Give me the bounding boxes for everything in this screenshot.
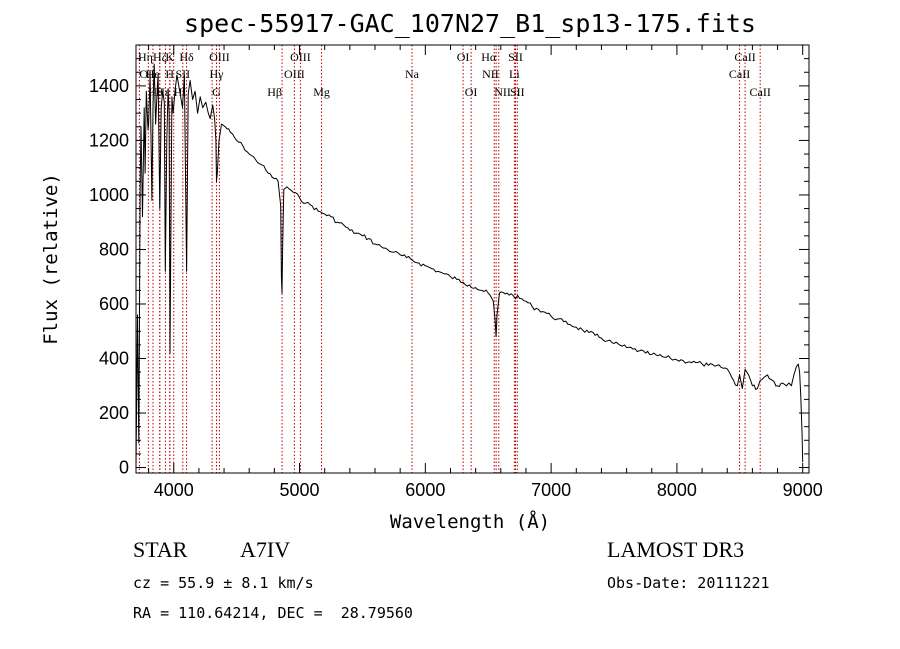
spectral-line-label: He bbox=[146, 67, 160, 81]
x-tick-label: 4000 bbox=[154, 480, 194, 500]
plot-frame bbox=[135, 44, 810, 474]
spectral-line-markers bbox=[138, 45, 761, 473]
spectral-line-label: CaII bbox=[729, 67, 750, 81]
spectral-line-label: Hη bbox=[138, 50, 153, 64]
spectral-line-label: Hθ bbox=[148, 85, 163, 99]
x-tick-label: 9000 bbox=[783, 480, 823, 500]
spectral-line-label: NII bbox=[494, 85, 511, 99]
spectral-line-label: G bbox=[212, 85, 221, 99]
spectral-line-label: Hβ bbox=[267, 85, 282, 99]
spectral-line-label: OI bbox=[465, 85, 478, 99]
y-tick-label: 400 bbox=[99, 349, 129, 369]
object-subclass: A7IV bbox=[240, 537, 291, 562]
x-tick-label: 8000 bbox=[657, 480, 697, 500]
y-tick-label: 1000 bbox=[89, 185, 129, 205]
y-tick-label: 200 bbox=[99, 403, 129, 423]
spectral-line-label: OIII bbox=[209, 50, 230, 64]
y-tick-label: 600 bbox=[99, 294, 129, 314]
spectral-line-label: K bbox=[165, 50, 174, 64]
x-axis-label: Wavelength (Å) bbox=[390, 510, 550, 533]
object-class: STAR bbox=[133, 537, 188, 562]
x-tick-label: 6000 bbox=[405, 480, 445, 500]
spectral-line-label: Hδ bbox=[179, 50, 194, 64]
spectral-line-label: Na bbox=[405, 67, 420, 81]
chart-title: spec-55917-GAC_107N27_B1_sp13-175.fits bbox=[184, 9, 756, 38]
spectral-line-label: Mg bbox=[313, 85, 330, 99]
spectral-line-label: NII bbox=[482, 67, 499, 81]
y-tick-label: 800 bbox=[99, 239, 129, 259]
y-tick-label: 1400 bbox=[89, 76, 129, 96]
axis-ticks bbox=[136, 45, 809, 473]
survey-name: LAMOST DR3 bbox=[607, 537, 745, 562]
spectral-line-label: OIII bbox=[290, 50, 311, 64]
y-tick-label: 0 bbox=[119, 458, 129, 478]
spectral-line-label: OIII bbox=[284, 67, 305, 81]
spectral-line-label: OI bbox=[457, 50, 470, 64]
spectral-line-label: CaII bbox=[734, 50, 755, 64]
axis-tick-labels: 4000 5000 6000 7000 8000 9000 0 200 400 600 800 100… bbox=[89, 76, 823, 500]
spectral-line-label: H bbox=[165, 67, 174, 81]
coordinates: RA = 110.64214, DEC = 28.79560 bbox=[133, 604, 413, 622]
spectral-line-label: SII bbox=[508, 50, 523, 64]
cz-value: cz = 55.9 ± 8.1 km/s bbox=[133, 574, 314, 592]
y-tick-label: 1200 bbox=[89, 130, 129, 150]
obs-date: Obs-Date: 20111221 bbox=[607, 574, 770, 592]
spectral-line-label: CaII bbox=[750, 85, 771, 99]
spectral-line-label: SII bbox=[175, 67, 190, 81]
y-axis-label: Flux (relative) bbox=[40, 173, 62, 345]
spectral-line-label: OII bbox=[139, 67, 156, 81]
spectral-line-label: Hγ bbox=[210, 67, 225, 81]
x-tick-label: 7000 bbox=[531, 480, 571, 500]
x-tick-label: 5000 bbox=[280, 480, 320, 500]
spectrum-line bbox=[135, 63, 804, 468]
spectral-line-label: Hα bbox=[481, 50, 497, 64]
spectral-line-label: SII bbox=[510, 85, 525, 99]
spectral-line-label: Hζ bbox=[153, 50, 167, 64]
spectral-line-label: Li bbox=[509, 67, 520, 81]
